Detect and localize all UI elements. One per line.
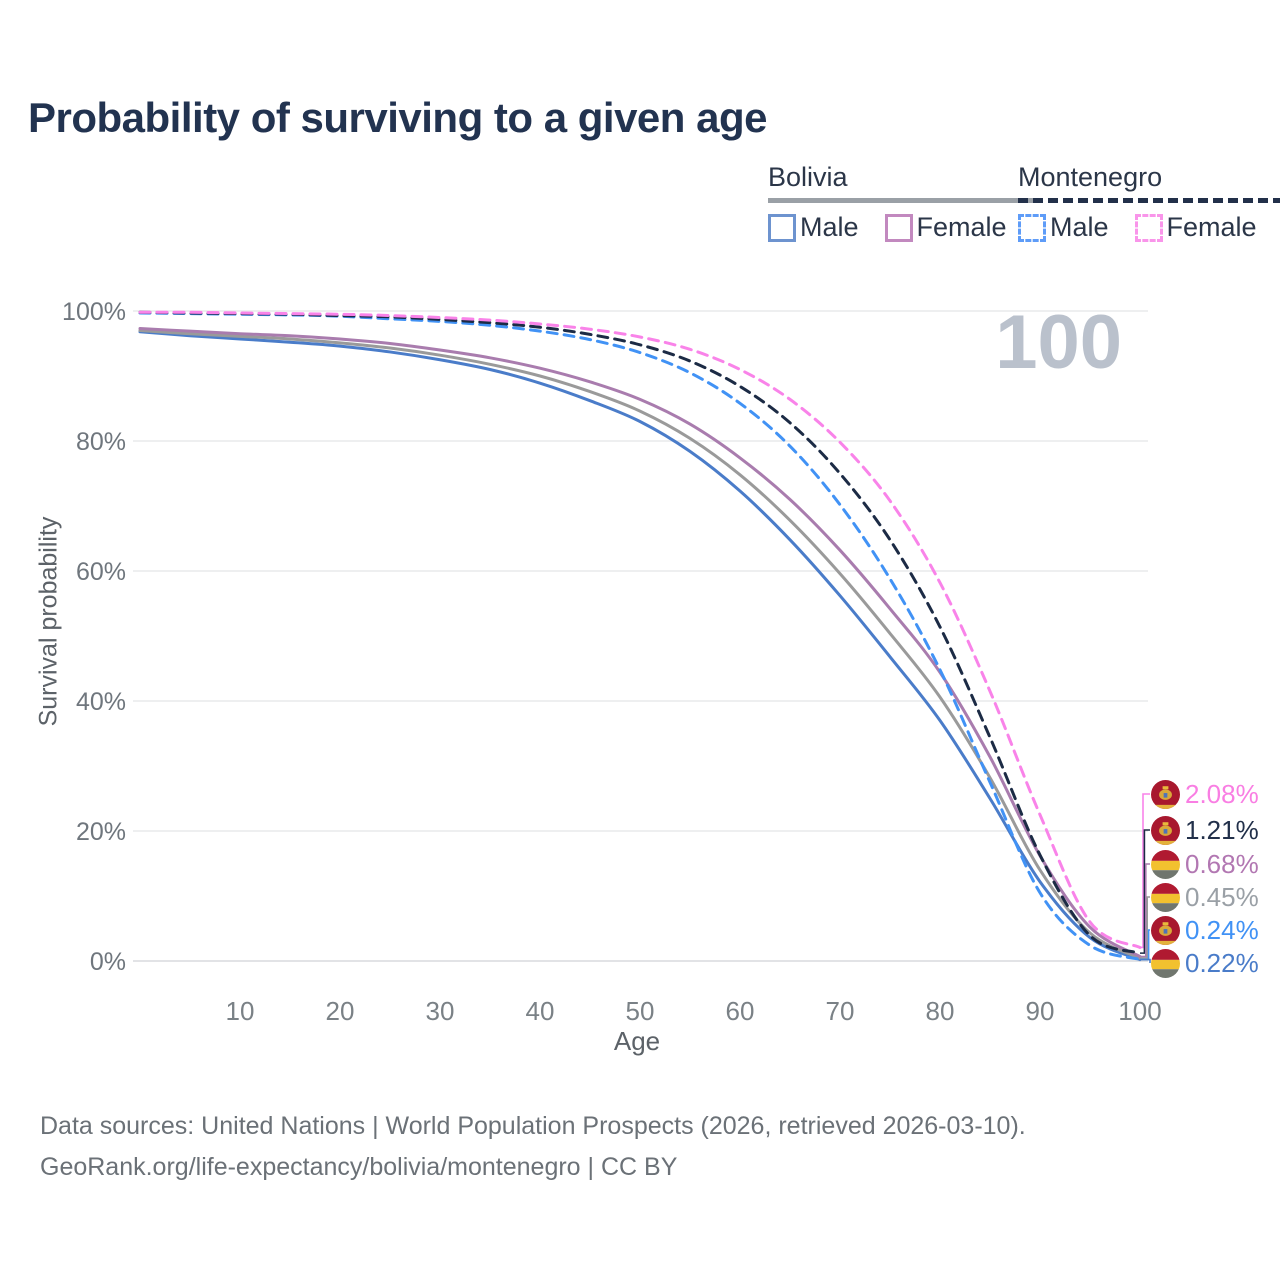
legend-swatch-bolivia-male[interactable] <box>768 213 796 242</box>
end-label-montenegro-female: 2.08% <box>1151 779 1259 810</box>
x-tick-60: 60 <box>726 996 755 1026</box>
series-line-montenegro-all <box>138 310 1142 955</box>
x-axis-title: Age <box>613 1026 661 1056</box>
y-tick-0: 0% <box>90 948 126 976</box>
series-line-bolivia-all <box>138 329 1142 960</box>
x-tick-40: 40 <box>526 996 555 1026</box>
legend-group-bolivia: Bolivia Male Female <box>768 162 1033 243</box>
end-label-value: 0.22% <box>1185 948 1259 978</box>
end-label-bolivia-all: 0.45% <box>1151 882 1259 913</box>
legend-solid-line-sample <box>768 198 1033 203</box>
end-label-connector <box>1140 863 1150 958</box>
legend-dashed-line-sample <box>1018 198 1280 203</box>
end-label-bolivia-male: 0.22% <box>1151 948 1259 979</box>
y-tick-60: 60% <box>76 558 126 586</box>
x-tick-10: 10 <box>226 996 255 1026</box>
footer: Data sources: United Nations | World Pop… <box>40 1106 1026 1188</box>
legend-swatch-bolivia-female[interactable] <box>884 213 913 242</box>
end-label-value: 2.08% <box>1185 779 1259 809</box>
y-tick-80: 80% <box>76 428 126 456</box>
end-label-value: 0.24% <box>1185 915 1259 945</box>
series-line-montenegro-female <box>138 310 1142 949</box>
bolivia-flag-icon <box>1151 883 1180 912</box>
y-tick-40: 40% <box>76 688 126 716</box>
end-label-value: 1.21% <box>1185 815 1259 845</box>
legend-swatch-montenegro-male[interactable] <box>1018 213 1046 242</box>
montenegro-flag-icon <box>1151 780 1180 809</box>
end-label-value: 0.45% <box>1185 882 1259 912</box>
end-label-bolivia-female: 0.68% <box>1151 849 1259 880</box>
y-tick-20: 20% <box>76 818 126 846</box>
y-axis-title: Survival probability <box>34 516 63 727</box>
end-label-connector <box>1140 793 1150 949</box>
x-tick-70: 70 <box>826 996 855 1026</box>
legend-group-title: Bolivia <box>768 162 848 192</box>
x-tick-90: 90 <box>1026 996 1055 1026</box>
x-tick-80: 80 <box>926 996 955 1026</box>
legend-group-montenegro: Montenegro Male Female <box>1018 162 1280 243</box>
end-label-connector <box>1140 829 1150 954</box>
footer-data-sources: Data sources: United Nations | World Pop… <box>40 1112 1026 1140</box>
legend-group-title: Montenegro <box>1018 162 1163 192</box>
bolivia-flag-icon <box>1151 850 1180 879</box>
y-tick-100: 100% <box>62 298 126 326</box>
chart-title: Probability of surviving to a given age <box>28 94 767 141</box>
series-line-bolivia-male <box>138 330 1142 962</box>
end-label-value: 0.68% <box>1185 849 1259 879</box>
end-label-montenegro-all: 1.21% <box>1151 815 1259 846</box>
montenegro-flag-icon <box>1151 816 1180 845</box>
end-label-connector <box>1140 896 1150 959</box>
x-tick-50: 50 <box>626 996 655 1026</box>
legend-label-montenegro-female[interactable]: Female <box>1166 212 1257 242</box>
legend-swatch-montenegro-female[interactable] <box>1134 213 1163 242</box>
legend-label-bolivia-male[interactable]: Male <box>800 212 859 242</box>
x-tick-30: 30 <box>426 996 455 1026</box>
montenegro-flag-icon <box>1151 916 1180 945</box>
bolivia-flag-icon <box>1151 949 1180 978</box>
legend-label-montenegro-male[interactable]: Male <box>1050 212 1109 242</box>
end-label-montenegro-male: 0.24% <box>1151 915 1259 946</box>
series-line-bolivia-female <box>138 327 1142 959</box>
legend-label-bolivia-female[interactable]: Female <box>916 212 1007 242</box>
hover-age-watermark: 100 <box>995 300 1122 385</box>
footer-attribution: GeoRank.org/life-expectancy/bolivia/mont… <box>40 1153 678 1181</box>
x-tick-100: 100 <box>1118 996 1161 1026</box>
x-tick-20: 20 <box>326 996 355 1026</box>
end-label-connector <box>1140 958 1151 963</box>
